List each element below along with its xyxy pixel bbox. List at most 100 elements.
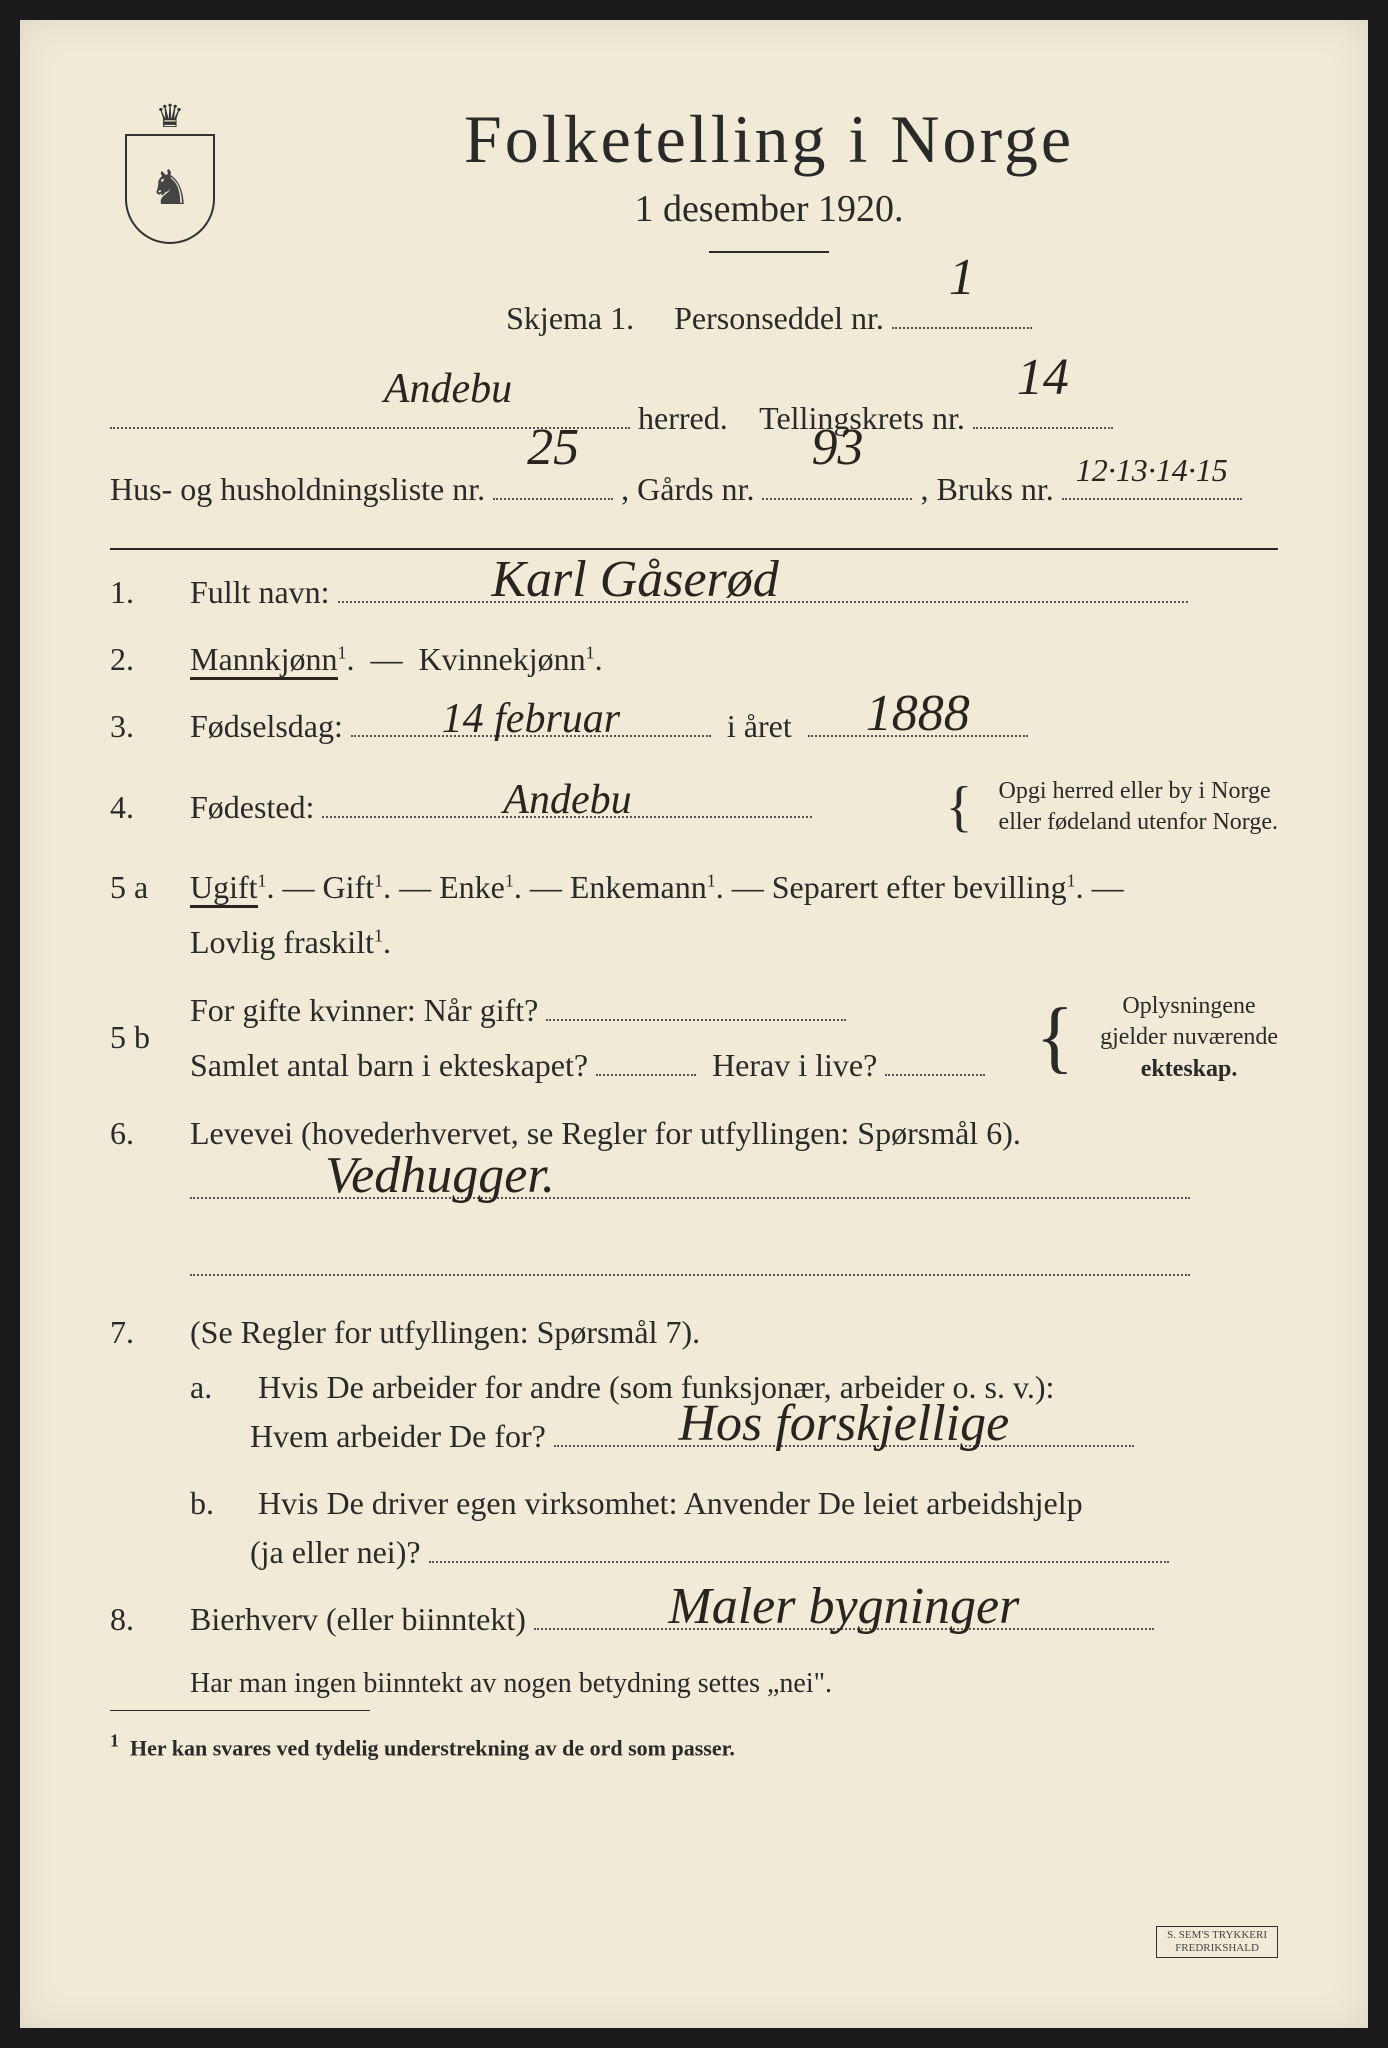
q7-num: 7. (110, 1314, 190, 1351)
q5a-enkemann: Enkemann (570, 869, 707, 905)
tellingskrets-value: 14 (1017, 321, 1069, 435)
title-block: Folketelling i Norge 1 desember 1920. Sk… (260, 100, 1278, 373)
q3-year-value: 1888 (866, 684, 970, 743)
q7-label: (Se Regler for utfyllingen: Spørsmål 7). (190, 1314, 700, 1350)
footnote: 1 Her kan svares ved tydelig understrekn… (110, 1731, 1278, 1761)
main-title: Folketelling i Norge (260, 100, 1278, 179)
herred-value: Andebu (384, 343, 512, 435)
q5a-separert: Separert efter bevilling (772, 869, 1067, 905)
q5a-enke: Enke (439, 869, 505, 905)
q7: 7. (Se Regler for utfyllingen: Spørsmål … (110, 1314, 1278, 1571)
q3-day-field: 14 februar (351, 735, 711, 737)
q6-label: Levevei (hovederhvervet, se Regler for u… (190, 1115, 1021, 1151)
husliste-line: Hus- og husholdningsliste nr. 25 , Gårds… (110, 454, 1278, 524)
q4-field: Andebu (322, 816, 812, 818)
q4-note1: Opgi herred eller by i Norge (999, 778, 1271, 804)
q5b-barn-field (596, 1074, 696, 1076)
q7b-l2: (ja eller nei)? (250, 1534, 421, 1570)
husliste-value: 25 (527, 391, 579, 505)
q6-num: 6. (110, 1115, 190, 1152)
q3-year-field: 1888 (808, 735, 1028, 737)
question-list: 1. Fullt navn: Karl Gåserød 2. Mannkjønn… (110, 574, 1278, 1638)
footer-note: Har man ingen biinntekt av nogen betydni… (190, 1668, 1278, 1700)
husliste-label: Hus- og husholdningsliste nr. (110, 471, 485, 507)
q3-day-value: 14 februar (442, 695, 621, 743)
husliste-field: 25 (493, 498, 613, 500)
brace-icon: { (1036, 992, 1074, 1083)
q1-label: Fullt navn: (190, 574, 330, 610)
q4-num: 4. (110, 789, 190, 826)
q5a-num: 5 a (110, 869, 190, 906)
coat-of-arms: ♛ ♞ (110, 100, 230, 260)
q7a-field: Hos forskjellige (554, 1445, 1134, 1447)
q5b-l2b: Herav i live? (712, 1047, 877, 1083)
q4-value: Andebu (503, 776, 631, 824)
q1-field: Karl Gåserød (338, 601, 1188, 603)
brace-icon: { (946, 775, 973, 839)
q5b-n3: ekteskap. (1141, 1056, 1238, 1082)
q4-note2: eller fødeland utenfor Norge. (999, 809, 1278, 835)
q2: 2. Mannkjønn1. — Kvinnekjønn1. (110, 641, 1278, 678)
q5b-n2: gjelder nuværende (1100, 1024, 1278, 1050)
q4: 4. Fødested: Andebu { Opgi herred eller … (110, 775, 1278, 839)
skjema-label: Skjema 1. (506, 300, 634, 336)
q5b-gift-field (546, 1019, 846, 1021)
q4-label: Fødested: (190, 789, 314, 825)
printer1: S. SEM'S TRYKKERI (1167, 1929, 1267, 1941)
footnote-num: 1 (110, 1731, 119, 1751)
q5b-l2: Samlet antal barn i ekteskapet? (190, 1047, 588, 1083)
q4-note: Opgi herred eller by i Norge eller fødel… (999, 776, 1278, 838)
printer2: FREDRIKSHALD (1175, 1942, 1259, 1954)
q2-num: 2. (110, 641, 190, 678)
q7b-field (429, 1561, 1169, 1563)
personseddel-value: 1 (949, 221, 975, 335)
q5b-l1: For gifte kvinner: Når gift? (190, 992, 538, 1028)
census-form-page: ♛ ♞ Folketelling i Norge 1 desember 1920… (20, 20, 1368, 2028)
q5b-n1: Oplysningene (1122, 993, 1255, 1019)
footnote-divider (110, 1710, 370, 1711)
gards-field: 93 (762, 498, 912, 500)
bruks-value: 12·13·14·15 (1076, 435, 1228, 505)
q7a-l2: Hvem arbeider De for? (250, 1418, 546, 1454)
q1-value: Karl Gåserød (491, 550, 778, 609)
q6-field2 (190, 1274, 1190, 1276)
personseddel-field: 1 (892, 327, 1032, 329)
q6-value: Vedhugger. (325, 1146, 555, 1205)
q7a-value: Hos forskjellige (678, 1394, 1009, 1453)
q7b-letter: b. (190, 1485, 250, 1522)
herred-label: herred. (638, 400, 728, 436)
lion-icon: ♞ (148, 160, 191, 216)
q3-num: 3. (110, 708, 190, 745)
q5a: 5 a Ugift1. — Gift1. — Enke1. — Enkemann… (110, 869, 1278, 961)
q5b: 5 b For gifte kvinner: Når gift? Samlet … (110, 991, 1278, 1085)
q3-label: Fødselsdag: (190, 708, 343, 744)
header: ♛ ♞ Folketelling i Norge 1 desember 1920… (110, 100, 1278, 373)
bruks-field: 12·13·14·15 (1062, 498, 1242, 500)
q3-year-label: i året (727, 708, 792, 744)
q8-label: Bierhverv (eller biinntekt) (190, 1601, 526, 1637)
q8-value: Maler bygninger (668, 1577, 1019, 1636)
q2-male: Mannkjønn (190, 641, 338, 680)
q5a-gift: Gift (323, 869, 375, 905)
q6-field: Vedhugger. (190, 1197, 1190, 1199)
q7a-letter: a. (190, 1369, 250, 1406)
printer-mark: S. SEM'S TRYKKERI FREDRIKSHALD (1156, 1926, 1278, 1958)
q7b-l1: Hvis De driver egen virksomhet: Anvender… (258, 1485, 1083, 1521)
crown-icon: ♛ (156, 100, 185, 132)
q5a-fraskilt: Lovlig fraskilt (190, 924, 374, 960)
gards-label: , Gårds nr. (621, 471, 754, 507)
q2-female: Kvinnekjønn (419, 641, 586, 677)
gards-value: 93 (811, 391, 863, 505)
q8-field: Maler bygninger (534, 1628, 1154, 1630)
shield-icon: ♞ (125, 134, 215, 244)
subtitle: 1 desember 1920. (260, 187, 1278, 231)
q5b-num: 5 b (110, 1019, 190, 1056)
title-divider (709, 251, 829, 253)
q1-num: 1. (110, 574, 190, 611)
q3: 3. Fødselsdag: 14 februar i året 1888 (110, 708, 1278, 745)
q5b-live-field (885, 1074, 985, 1076)
tellingskrets-field: 14 (973, 427, 1113, 429)
personseddel-label: Personseddel nr. (674, 300, 884, 336)
q5a-ugift: Ugift (190, 869, 258, 908)
q8: 8. Bierhverv (eller biinntekt) Maler byg… (110, 1601, 1278, 1638)
